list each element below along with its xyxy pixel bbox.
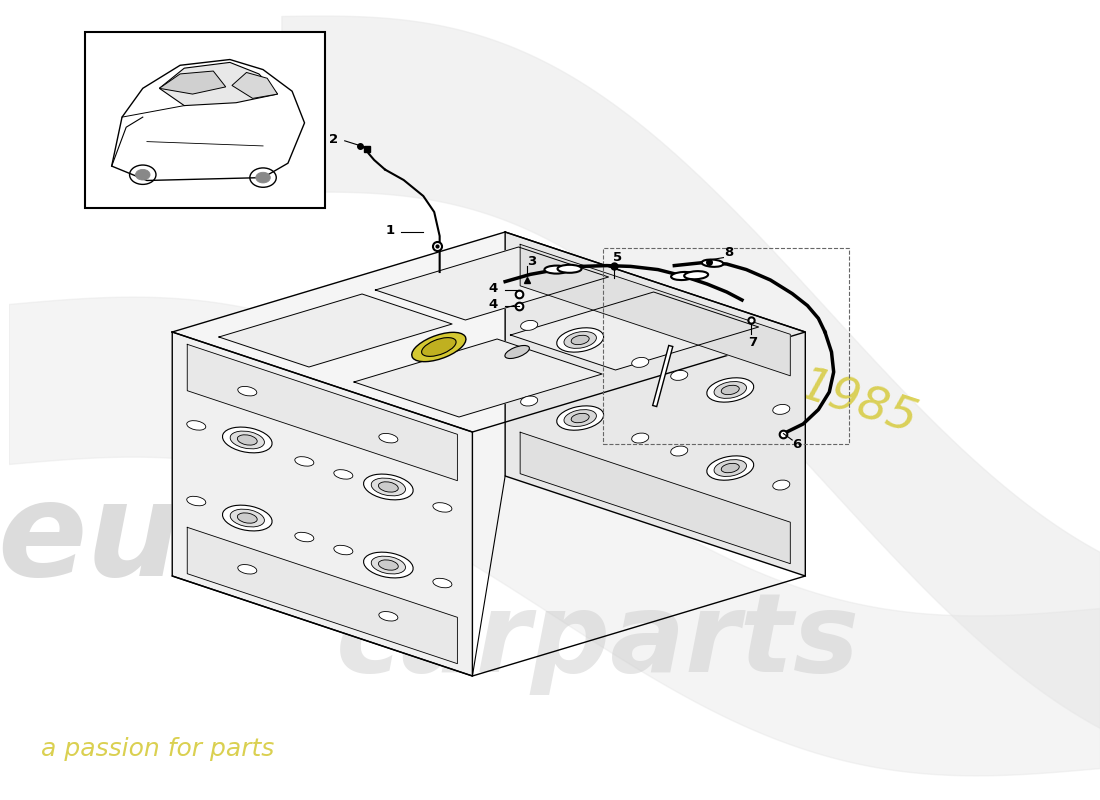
Text: carparts: carparts [336,588,860,695]
Ellipse shape [557,328,604,352]
Ellipse shape [631,433,649,443]
Text: 2: 2 [329,133,339,146]
Ellipse shape [520,321,538,330]
Text: 3: 3 [527,255,536,268]
Ellipse shape [333,546,353,554]
Ellipse shape [558,265,582,273]
Ellipse shape [564,331,596,348]
Ellipse shape [714,460,747,477]
Ellipse shape [222,427,272,453]
Ellipse shape [187,496,206,506]
Ellipse shape [230,509,264,527]
Circle shape [256,172,271,183]
Ellipse shape [714,382,747,398]
Ellipse shape [295,457,313,466]
Ellipse shape [187,421,206,430]
Ellipse shape [378,482,398,492]
Text: 1: 1 [386,224,395,237]
Ellipse shape [520,396,538,406]
Ellipse shape [238,435,257,445]
Ellipse shape [238,386,256,396]
Ellipse shape [333,470,353,479]
Ellipse shape [571,414,590,422]
Ellipse shape [295,532,313,542]
Ellipse shape [378,560,398,570]
Text: euro: euro [0,476,337,603]
Ellipse shape [772,405,790,414]
Ellipse shape [722,463,739,473]
Polygon shape [160,71,226,94]
Text: 5: 5 [613,251,623,264]
Polygon shape [112,59,305,181]
Ellipse shape [364,474,414,500]
Ellipse shape [371,556,406,574]
Text: 4: 4 [488,282,498,294]
Bar [85,32,326,208]
Polygon shape [520,432,790,564]
Text: a passion for parts: a passion for parts [42,737,275,761]
Ellipse shape [544,266,569,274]
Ellipse shape [671,446,688,456]
Ellipse shape [571,335,590,345]
Ellipse shape [557,406,604,430]
Polygon shape [232,73,277,98]
Ellipse shape [707,456,754,480]
Text: 8: 8 [724,246,734,259]
Text: 6: 6 [792,438,801,451]
Ellipse shape [722,386,739,394]
Polygon shape [173,332,472,676]
Polygon shape [187,527,458,664]
Ellipse shape [702,259,724,267]
Polygon shape [160,62,277,106]
Text: 4: 4 [488,298,498,310]
Ellipse shape [564,410,596,426]
Ellipse shape [707,378,754,402]
Polygon shape [219,294,452,367]
Ellipse shape [238,513,257,523]
Ellipse shape [671,272,695,280]
Polygon shape [187,344,458,481]
Ellipse shape [378,611,398,621]
Polygon shape [354,339,602,417]
Ellipse shape [378,434,398,443]
Ellipse shape [671,370,688,380]
Ellipse shape [505,346,529,358]
Ellipse shape [684,271,708,279]
Ellipse shape [371,478,406,496]
Ellipse shape [772,480,790,490]
Ellipse shape [238,565,256,574]
Circle shape [135,170,150,180]
Ellipse shape [433,578,452,588]
Ellipse shape [411,332,466,362]
Bar [604,248,849,444]
Ellipse shape [631,358,649,367]
Ellipse shape [433,502,452,512]
Polygon shape [505,232,805,576]
Ellipse shape [364,552,414,578]
Ellipse shape [222,505,272,531]
Ellipse shape [421,338,456,356]
Polygon shape [375,247,608,320]
Text: since 1985: since 1985 [663,319,923,442]
Ellipse shape [230,431,264,449]
Text: 7: 7 [748,336,758,349]
Polygon shape [510,292,759,370]
Polygon shape [173,232,805,432]
Polygon shape [520,244,790,376]
